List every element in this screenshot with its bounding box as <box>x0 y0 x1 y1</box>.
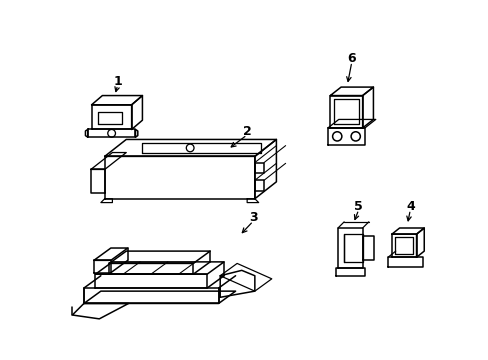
Text: 6: 6 <box>347 52 355 65</box>
Text: 2: 2 <box>242 125 251 138</box>
Text: 3: 3 <box>248 211 257 225</box>
Text: 5: 5 <box>354 200 363 213</box>
Text: 4: 4 <box>405 200 414 213</box>
Text: 1: 1 <box>113 75 122 88</box>
